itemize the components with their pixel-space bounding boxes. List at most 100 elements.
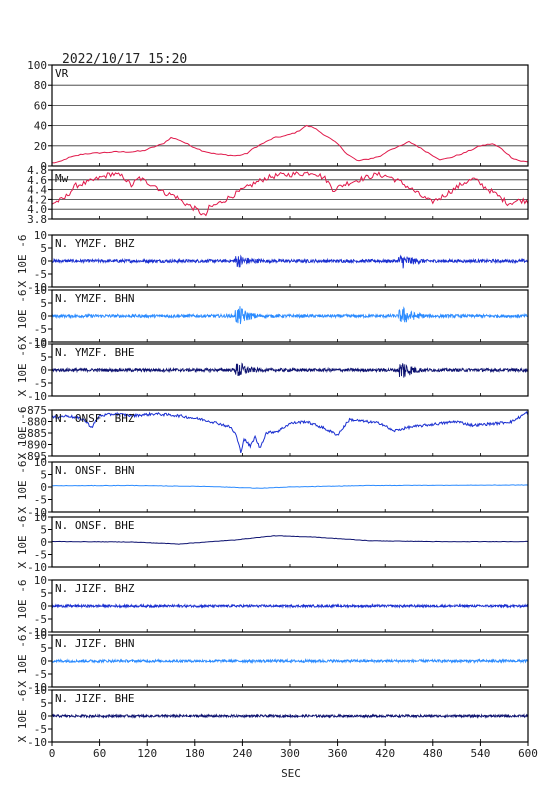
y-tick-label: 0 [40,255,47,268]
series-line [51,713,529,719]
y-tick-label: 5 [40,642,47,655]
y-tick-label: 10 [34,511,47,524]
series-line [51,306,529,325]
series-line [52,484,529,489]
y-tick-label: -885 [21,427,48,440]
y-tick-label: 5 [40,524,47,537]
y-tick-label: -10 [27,736,47,749]
series-line [51,171,529,217]
x-axis: 0 60 120 180 240 300 360 420 480 540 600 [49,742,538,760]
y-units-label: X 10E -6 [16,290,29,343]
y-tick-label: -890 [21,439,48,452]
y-tick-label: -5 [34,613,47,626]
x-tick-label: 480 [423,747,443,760]
y-tick-label: 40 [34,120,47,133]
y-tick-label: 3.8 [27,213,47,226]
x-tick-label: 120 [137,747,157,760]
y-units-label: X 10E -6 [16,690,29,743]
y-tick-label: 0 [40,655,47,668]
panel-0: 100 80 60 40 20 0 VR [27,59,529,173]
y-units-label: X 10E -6 [16,344,29,397]
y-units-label: X 10E -6 [16,635,29,688]
chart-panels: 100806040200VR4.84.64.44.24.03.8Mw1050-5… [16,59,529,749]
y-tick-label: 5 [40,469,47,482]
y-tick-label: 5 [40,242,47,255]
y-tick-label: 0 [40,310,47,323]
y-tick-label: -5 [34,323,47,336]
x-tick-label: 420 [375,747,395,760]
panel-label: N. ONSF. BHN [55,464,134,477]
panel-frame [51,64,529,167]
x-tick-label: 60 [93,747,106,760]
y-tick-label: -5 [34,268,47,281]
y-tick-label: -880 [21,416,48,429]
y-tick-label: 10 [34,284,47,297]
x-axis-label: SEC [281,767,301,780]
y-tick-label: 10 [34,684,47,697]
x-tick-label: 0 [49,747,56,760]
y-tick-label: 5 [40,697,47,710]
panel-label: N. YMZF. BHE [55,346,134,359]
y-tick-label: 100 [27,59,47,72]
y-tick-label: 10 [34,629,47,642]
y-tick-label: -5 [34,723,47,736]
series-line [51,657,529,665]
y-tick-label: -10 [27,281,47,294]
x-tick-label: 180 [185,747,205,760]
panel-label: N. JIZF. BHE [55,692,134,705]
series-line [51,362,529,378]
y-tick-label: 4.6 [27,174,47,187]
panel-label: VR [55,67,69,80]
x-tick-label: 540 [470,747,490,760]
y-tick-label: 5 [40,297,47,310]
chart-datetime: 2022/10/17 15:20 [62,52,187,67]
y-units-label: X 10E -6 [16,407,29,460]
y-tick-label: 0 [40,364,47,377]
y-tick-label: -5 [34,668,47,681]
panel-label: N. JIZF. BHZ [55,582,135,595]
y-tick-label: 5 [40,587,47,600]
series-line [51,603,529,609]
y-tick-label: -5 [34,549,47,562]
series-line [51,124,529,164]
series-line [52,535,529,545]
y-tick-label: -895 [21,450,48,463]
y-tick-label: 10 [34,574,47,587]
y-units-label: X 10E -6 [16,235,29,288]
y-tick-label: 0 [40,710,47,723]
y-tick-label: -10 [27,626,47,639]
y-tick-label: -10 [27,506,47,519]
x-tick-label: 600 [518,747,538,760]
y-tick-label: 0 [40,600,47,613]
y-tick-label: 4.4 [27,184,47,197]
y-tick-label: -10 [27,561,47,574]
y-tick-label: 10 [34,338,47,351]
panel-label: N. JIZF. BHN [55,637,134,650]
x-tick-label: 240 [232,747,252,760]
panel-label: N. YMZF. BHZ [55,237,135,250]
x-tick-label: 360 [328,747,348,760]
y-units-label: X 10E -6 [16,516,29,569]
y-tick-label: 4.2 [27,193,47,206]
y-tick-label: 0 [40,536,47,549]
y-tick-label: -10 [27,681,47,694]
y-tick-label: -10 [27,336,47,349]
y-units-label: X 10E -6 [16,580,29,633]
panel-1: 4.84.64.44.24.03.8 Mw [27,164,529,226]
y-tick-label: 10 [34,229,47,242]
y-tick-label: 60 [34,99,47,112]
y-tick-label: 0 [40,481,47,494]
y-tick-label: -5 [34,494,47,507]
y-tick-label: 5 [40,351,47,364]
y-tick-label: 4.0 [27,203,47,216]
